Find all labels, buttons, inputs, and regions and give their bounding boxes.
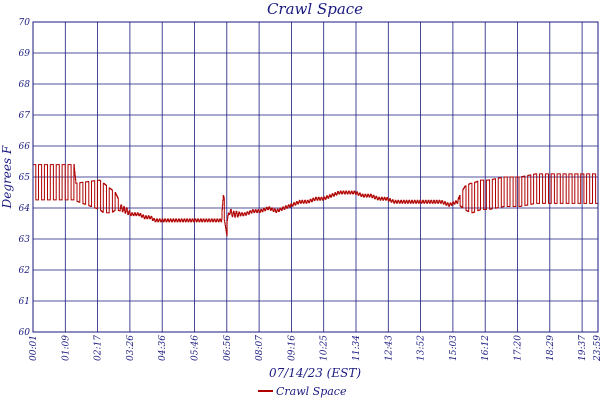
y-ticks: 60 61 62 63 64 65 66 67 68 69 70 — [19, 18, 31, 338]
x-tick-label: 19:37 — [578, 335, 588, 361]
x-tick-label: 08:07 — [255, 335, 265, 361]
x-tick-label: 17:20 — [514, 335, 524, 361]
x-tick-label: 00:01 — [29, 335, 39, 361]
y-tick-label: 66 — [19, 142, 31, 152]
y-tick-label: 64 — [19, 204, 31, 214]
y-tick-label: 67 — [19, 111, 31, 121]
x-tick-label: 11:34 — [352, 335, 362, 361]
x-tick-label: 05:46 — [191, 335, 201, 361]
x-tick-label: 03:26 — [126, 335, 136, 361]
y-tick-label: 63 — [19, 235, 31, 245]
x-tick-label: 04:36 — [158, 335, 168, 361]
y-tick-label: 60 — [19, 328, 31, 338]
legend: Crawl Space — [258, 385, 347, 398]
plot-border — [32, 21, 599, 333]
x-tick-label: 01:09 — [61, 335, 71, 361]
series-line-crawl-space — [33, 164, 598, 236]
y-axis-label: Degrees F — [0, 145, 14, 209]
chart-title: Crawl Space — [267, 0, 363, 18]
x-tick-label: 09:16 — [287, 335, 297, 361]
x-tick-label: 15:03 — [449, 335, 459, 361]
x-tick-label: 10:25 — [320, 335, 330, 361]
x-ticks: 00:01 01:09 02:17 03:26 04:36 05:46 06:56 08:07… — [29, 335, 600, 362]
y-tick-label: 61 — [19, 297, 30, 307]
y-tick-label: 70 — [19, 18, 31, 28]
y-tick-label: 68 — [19, 80, 31, 90]
y-tick-label: 69 — [19, 49, 31, 59]
x-tick-label: 18:29 — [546, 335, 556, 361]
legend-label: Crawl Space — [276, 385, 347, 398]
x-tick-label: 23:59 — [593, 335, 600, 362]
y-tick-label: 65 — [19, 173, 31, 183]
grid — [33, 21, 598, 333]
x-tick-label: 02:17 — [94, 335, 104, 361]
x-tick-label: 13:52 — [417, 335, 427, 361]
x-axis-label: 07/14/23 (EST) — [269, 366, 361, 380]
x-tick-label: 16:12 — [481, 335, 491, 361]
x-tick-label: 06:56 — [223, 335, 233, 361]
x-tick-label: 12:43 — [384, 335, 394, 361]
y-tick-label: 62 — [19, 266, 31, 276]
